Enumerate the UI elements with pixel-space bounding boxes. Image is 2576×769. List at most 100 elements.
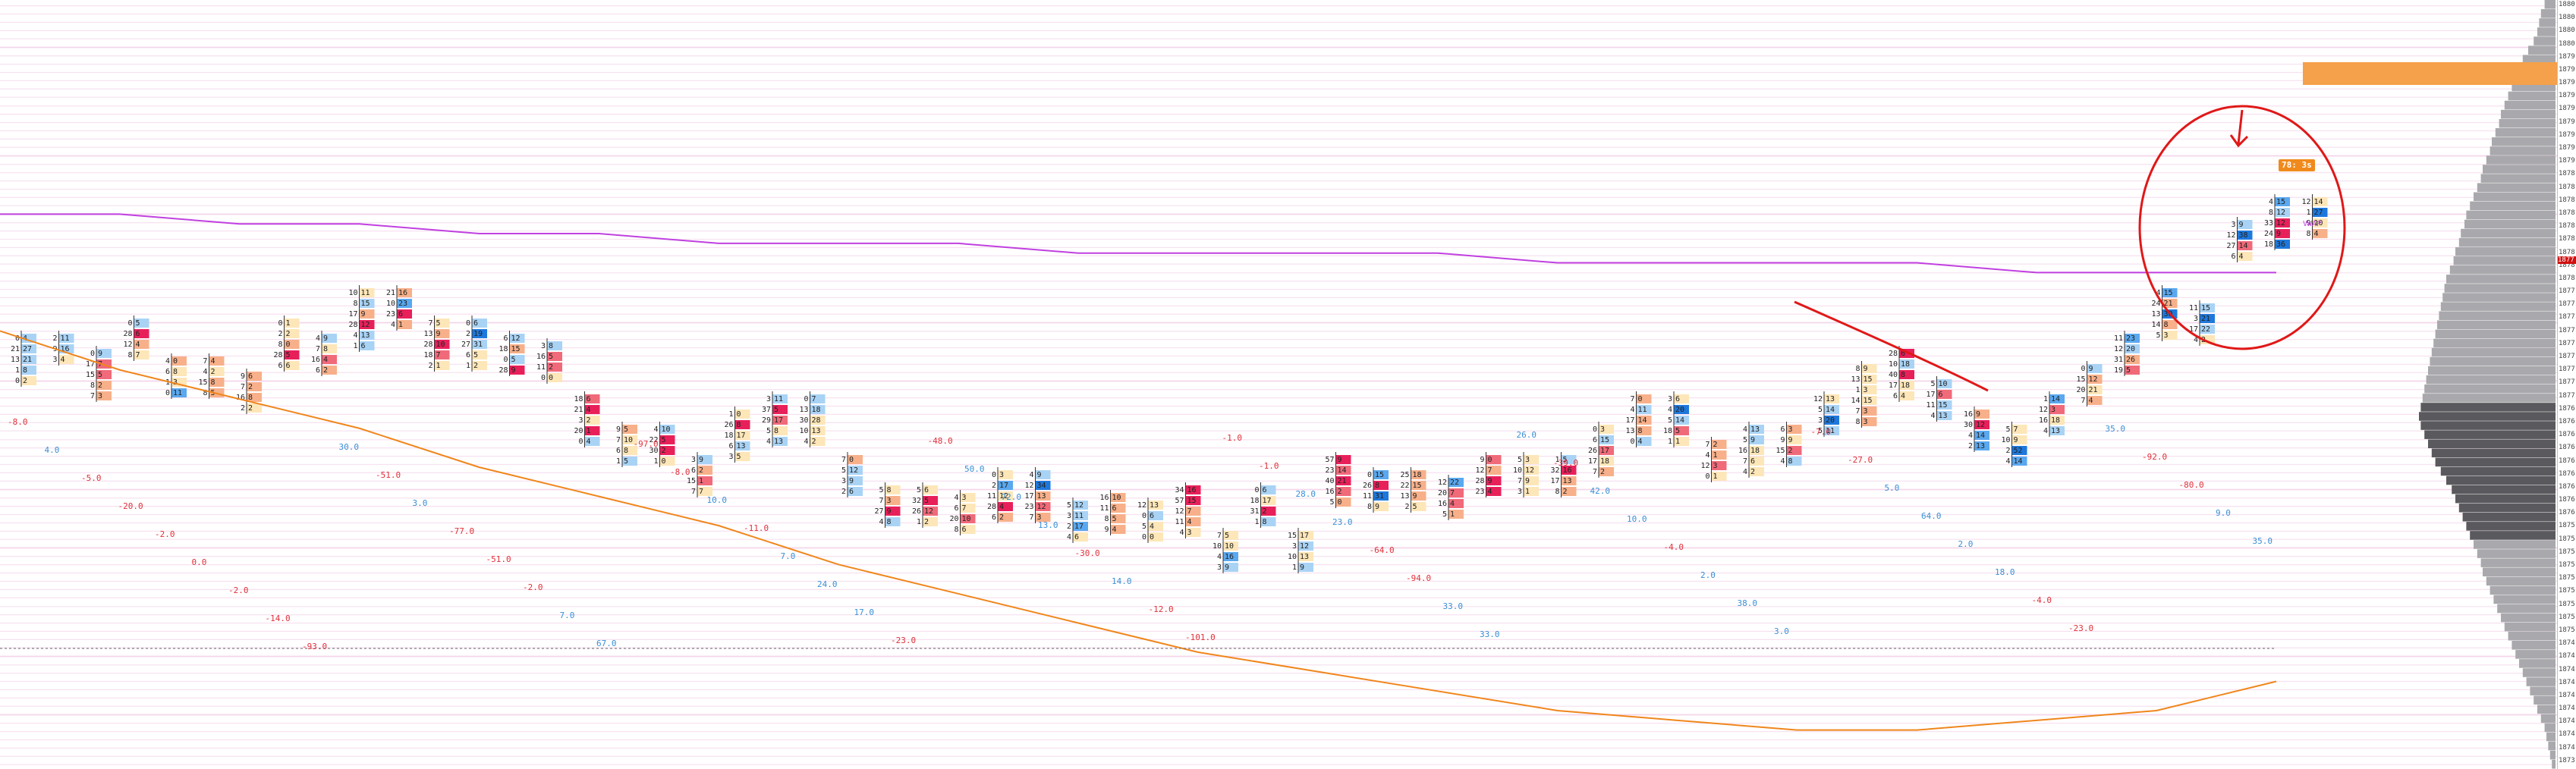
- bid-volume-label: 8: [1555, 488, 1559, 496]
- delta-label: -1.0: [1222, 433, 1243, 443]
- footprint-bar: 0 9 15 12 20 21 7 4: [2076, 361, 2103, 406]
- footprint-cell: [171, 388, 187, 397]
- bid-volume-label: 0: [278, 319, 282, 328]
- ask-volume-label: 20: [1826, 416, 1835, 425]
- ask-volume-label: 19: [473, 330, 483, 338]
- footprint-cell: [584, 394, 600, 403]
- footprint-cell: [2087, 364, 2103, 373]
- delta-label: -51.0: [486, 554, 511, 564]
- bar-timer-tag: 78: 3s: [2279, 159, 2315, 171]
- footprint-cell: [1448, 499, 1464, 508]
- bid-volume-label: 5: [917, 486, 921, 494]
- ask-volume-label: 15: [1864, 375, 1873, 384]
- ask-volume-label: 2: [812, 438, 816, 446]
- bid-volume-label: 5: [1930, 380, 1935, 388]
- footprint-cell: [2011, 435, 2027, 444]
- ask-volume-label: 16: [61, 345, 70, 353]
- bid-volume-label: 3: [766, 395, 771, 403]
- bid-volume-label: 4: [1668, 406, 1672, 414]
- annotations: [1794, 105, 2346, 392]
- ask-volume-label: 13: [361, 331, 370, 340]
- footprint-cell: [1073, 511, 1088, 520]
- profile-bar: [2466, 210, 2556, 220]
- ask-volume-label: 3: [1864, 386, 1868, 394]
- ask-volume-label: 6: [1750, 457, 1755, 466]
- footprint-cell: [2087, 396, 2103, 405]
- bid-volume-label: 5: [841, 466, 846, 475]
- bid-volume-label: 4: [804, 438, 808, 446]
- ask-volume-label: 13: [1150, 501, 1159, 510]
- price-axis[interactable]: 1880 1880 1880 1880 1879 1879 1879 1879 1879 1879…: [2557, 0, 2576, 769]
- profile-bar: [2433, 338, 2556, 348]
- ask-volume-label: 9: [1750, 436, 1755, 444]
- bid-volume-label: 10: [1288, 553, 1297, 561]
- ask-volume-label: 5: [1675, 427, 1680, 435]
- ask-volume-label: 3: [1187, 529, 1192, 537]
- ask-volume-label: 0: [1638, 395, 1643, 403]
- footprint-cell: [209, 367, 225, 376]
- bid-volume-label: 23: [1475, 488, 1484, 496]
- ask-volume-label: 5: [774, 406, 778, 414]
- footprint-cell: [209, 378, 225, 387]
- bid-volume-label: 16: [536, 353, 546, 361]
- footprint-cell: [434, 350, 450, 359]
- footprint-cell: [1899, 359, 1914, 369]
- bid-volume-label: 4: [165, 357, 170, 366]
- bid-volume-label: 15: [2076, 375, 2085, 384]
- footprint-cell: [1561, 455, 1577, 464]
- ask-volume-label: 9: [361, 310, 366, 319]
- footprint-cell: [1861, 406, 1877, 416]
- footprint-bar: 9 67 216 82 2: [236, 369, 262, 414]
- price-tick-label: 1874: [2559, 639, 2575, 648]
- price-tick-label: 1876: [2559, 431, 2575, 439]
- delta-label: 13.0: [1038, 520, 1058, 530]
- profile-bar: [2540, 9, 2556, 18]
- ask-volume-label: 22: [2201, 325, 2210, 334]
- footprint-cell: [21, 376, 36, 385]
- bid-volume-label: 7: [428, 319, 432, 328]
- footprint-cell: [359, 299, 375, 308]
- bid-volume-label: 1: [353, 342, 357, 350]
- footprint-cell: [1861, 375, 1877, 384]
- price-tick-label: 1878: [2559, 261, 2575, 269]
- delta-label: 17.0: [854, 607, 875, 617]
- ask-volume-label: 14: [2314, 198, 2323, 206]
- ask-volume-label: 13: [1300, 553, 1309, 561]
- footprint-cell: [134, 350, 149, 359]
- bid-volume-label: 3: [541, 342, 546, 350]
- footprint-cell: [1411, 491, 1426, 501]
- ask-volume-label: 9: [1338, 456, 1342, 464]
- price-tick-label: 1876: [2559, 496, 2575, 504]
- price-tick-label: 1875: [2559, 561, 2575, 570]
- profile-bar: [2537, 705, 2556, 714]
- ask-volume-label: 15: [1600, 436, 1609, 444]
- ask-volume-label: 8: [323, 345, 328, 353]
- ask-volume-label: 14: [2239, 242, 2248, 250]
- ask-volume-label: 21: [2201, 315, 2210, 323]
- footprint-cell: [2237, 220, 2253, 229]
- delta-label: 50.0: [964, 464, 985, 474]
- footprint-cell: [923, 485, 938, 494]
- bid-volume-label: 15: [86, 371, 95, 379]
- footprint-cell: [359, 288, 375, 297]
- footprint-cell: [1524, 455, 1539, 464]
- delta-label: 7.0: [781, 551, 796, 561]
- bid-volume-label: 13: [1851, 375, 1860, 384]
- footprint-cell: [134, 329, 149, 338]
- ask-volume-label: 5: [286, 351, 291, 359]
- footprint-cell: [1335, 487, 1351, 496]
- delta-label: 26.0: [1517, 430, 1537, 440]
- bid-volume-label: 2: [466, 330, 470, 338]
- price-tick-label: 1879: [2559, 157, 2575, 165]
- current-price-marker: 1877: [2558, 256, 2576, 264]
- footprint-cell: [622, 457, 637, 466]
- profile-bar: [2477, 183, 2556, 192]
- footprint-cell: [1223, 552, 1238, 561]
- footprint-cell: [96, 349, 112, 358]
- price-tick-label: 1877: [2559, 339, 2575, 347]
- bid-volume-label: 28: [499, 366, 508, 375]
- footprint-cell: [2200, 325, 2215, 334]
